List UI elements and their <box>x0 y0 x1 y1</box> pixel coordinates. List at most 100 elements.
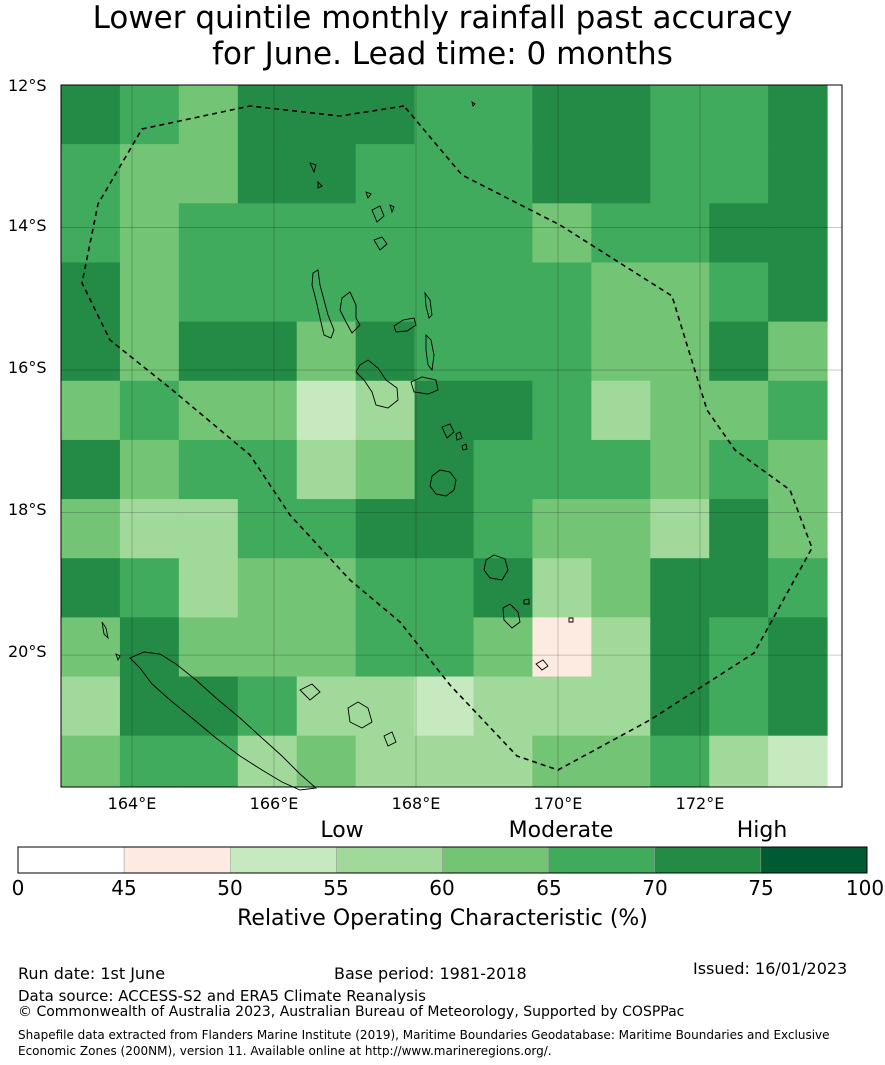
grid-cell <box>296 617 357 678</box>
grid-cell <box>473 262 533 323</box>
issued-date: Issued: 16/01/2023 <box>693 959 848 978</box>
category-low: Low <box>320 818 364 843</box>
epi-island-outline <box>441 423 455 439</box>
colorbar-tick: 50 <box>217 876 243 900</box>
grid-cell <box>355 499 416 559</box>
grid-cell <box>414 262 475 323</box>
grid-cell <box>237 321 298 382</box>
grid-cell <box>414 380 475 441</box>
grid-cell <box>709 85 769 145</box>
espiritu-santo-island-outline <box>311 269 335 339</box>
colorbar-tick: 45 <box>111 876 137 900</box>
grid-cell <box>650 380 710 441</box>
grid-cell <box>61 676 121 737</box>
colorbar-tick: 100 <box>845 876 885 900</box>
grid-cell <box>768 735 828 788</box>
grid-cell <box>237 144 298 204</box>
grid-cell <box>709 439 769 500</box>
grid-cell <box>650 85 710 145</box>
grid-cell <box>296 262 357 323</box>
grid-cell <box>709 144 769 204</box>
grid-cell <box>296 321 357 382</box>
grid-cell <box>414 321 475 382</box>
grid-cell <box>591 203 651 263</box>
grid-cell <box>473 499 533 559</box>
grid-cell <box>591 499 651 559</box>
grid-cell <box>355 85 416 145</box>
grid-cell <box>61 203 121 263</box>
grid-cell <box>591 676 651 737</box>
grid-cell <box>768 262 828 323</box>
vanuatu-eez-boundary <box>81 105 813 771</box>
island-outlines <box>101 100 574 791</box>
ambae-island-outline <box>393 317 417 333</box>
grid-cell <box>119 439 180 500</box>
grid-cell <box>768 617 828 678</box>
grid-cell <box>532 203 592 263</box>
grid-cell <box>61 85 121 145</box>
grid-cell <box>355 735 416 788</box>
shapefile-credit-line2: Economic Zones (200NM), version 11. Avai… <box>18 1044 552 1058</box>
lon-label-172e: 172°E <box>675 794 725 813</box>
grid-cell <box>650 735 710 788</box>
lon-label-166e: 166°E <box>249 794 299 813</box>
grid-cell <box>119 558 180 618</box>
grid-cell <box>178 262 239 323</box>
grid-cell <box>709 321 769 382</box>
grid-cell <box>768 676 828 737</box>
grid-cell <box>473 735 533 788</box>
grid-cell <box>532 262 592 323</box>
colorbar-tick: 0 <box>11 876 25 900</box>
category-high: High <box>736 818 788 843</box>
grid-cell <box>591 85 651 145</box>
grid-cell <box>414 676 475 737</box>
grid-cell <box>591 144 651 204</box>
grid-cell <box>61 144 121 204</box>
grid-cell <box>532 380 592 441</box>
grid-cell <box>119 321 180 382</box>
grid-cell <box>119 499 180 559</box>
grid-cell <box>709 676 769 737</box>
grid-cell <box>296 144 357 204</box>
grid-cell <box>119 85 180 145</box>
grid-cell <box>532 144 592 204</box>
colorbar-segment <box>442 846 549 874</box>
colorbar-segment <box>123 846 231 874</box>
grid-cell <box>768 85 828 145</box>
belep-islands-outline <box>101 621 121 662</box>
grid-cell <box>61 439 121 500</box>
grid-cell <box>709 262 769 323</box>
grid-cell <box>768 380 828 441</box>
colorbar-segment <box>336 846 443 874</box>
grid-cell <box>178 617 239 678</box>
grid-cell <box>355 203 416 263</box>
grid-cell <box>414 203 475 263</box>
new-caledonia-outline <box>129 651 318 791</box>
malakula-island-outline <box>355 359 399 409</box>
copyright-notice: © Commonwealth of Australia 2023, Austra… <box>18 1004 685 1020</box>
grid-cell <box>414 617 475 678</box>
lat-label-12s: 12°S <box>8 76 47 95</box>
grid-cell <box>650 439 710 500</box>
grid-cell <box>473 85 533 145</box>
grid-cell <box>414 499 475 559</box>
grid-cell <box>237 617 298 678</box>
aniwa-futuna-islands-outline <box>523 598 574 623</box>
grid-cell <box>650 499 710 559</box>
grid-cell <box>473 321 533 382</box>
colorbar-segment <box>548 846 655 874</box>
tanna-island-outline <box>502 603 521 629</box>
grid-cell <box>532 499 592 559</box>
grid-cell <box>61 617 121 678</box>
grid-cell <box>532 558 592 618</box>
efate-island-outline <box>429 469 457 497</box>
grid-cell <box>768 439 828 500</box>
grid-cell <box>237 676 298 737</box>
aneityum-island-outline <box>535 659 549 671</box>
colorbar-tick: 55 <box>323 876 349 900</box>
grid-cell <box>532 735 592 788</box>
malo-aore-islands-outline <box>339 291 361 334</box>
grid-cell <box>355 262 416 323</box>
erromango-island-outline <box>483 554 509 581</box>
